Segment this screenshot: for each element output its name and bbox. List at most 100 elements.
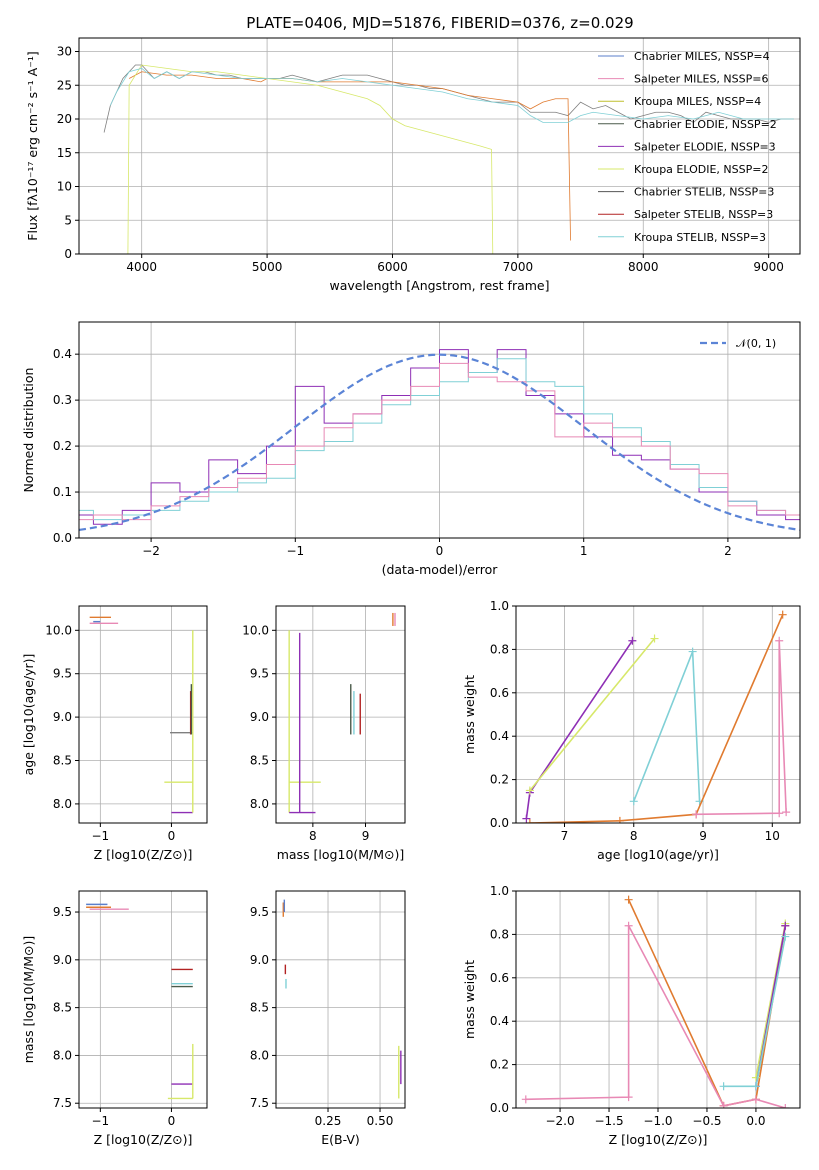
y-tick-label: 0.8 xyxy=(490,927,509,941)
chart-spectrum: 4000 5000 6000 7000 8000 9000 0 5 10 15 20 25 30 wave… xyxy=(25,37,801,293)
axes-frame xyxy=(275,890,406,1109)
x-tick-label: 0.25 xyxy=(315,1114,342,1128)
series-line xyxy=(127,64,494,254)
y-tick-label: 7.5 xyxy=(53,1096,72,1110)
series-line xyxy=(696,640,787,816)
data-point xyxy=(775,809,784,818)
y-tick-label: 9.0 xyxy=(250,710,269,724)
series-line xyxy=(128,71,571,241)
y-tick-label: 8.0 xyxy=(250,1048,269,1062)
x-tick-label: 10 xyxy=(765,829,780,843)
plot-area-spectrum xyxy=(103,64,794,254)
y-tick-label: 7.5 xyxy=(250,1096,269,1110)
x-tick-label: 7 xyxy=(561,829,569,843)
y-tick-label: 0.4 xyxy=(53,347,72,361)
y-tick-label: 9.5 xyxy=(250,667,269,681)
chart-mass-vs-ebv: 0.25 0.50 7.5 8.0 8.5 9.0 9.5 E(B-V) xyxy=(250,890,406,1147)
data-point xyxy=(781,932,790,941)
y-tick-label: 1.0 xyxy=(490,599,509,613)
plot-area-residuals xyxy=(79,349,800,532)
y-axis-label: age [log10(age/yr)] xyxy=(21,654,36,776)
y-tick-label: 0.0 xyxy=(53,531,72,545)
x-axis-label: age [log10(age/yr)] xyxy=(597,847,719,862)
series-line xyxy=(79,358,800,521)
data-point xyxy=(751,1073,760,1082)
y-tick-label: 8.5 xyxy=(250,1001,269,1015)
y-tick-label: 25 xyxy=(57,78,72,92)
plot-area-age-vs-Z xyxy=(89,616,194,814)
data-point xyxy=(522,814,531,823)
series-line xyxy=(525,925,786,1108)
data-point xyxy=(521,1095,530,1104)
y-tick-label: 20 xyxy=(57,112,72,126)
y-axis-label: Flux [fλ10⁻¹⁷ erg cm⁻² s⁻¹ A⁻¹] xyxy=(25,51,40,240)
data-point xyxy=(615,816,624,823)
chart-weight-vs-age: 7 8 9 10 0.0 0.2 0.4 0.6 0.8 1.0 age [log10(age/yr… xyxy=(462,599,801,862)
y-tick-label: 5 xyxy=(64,213,72,227)
y-tick-label: 0.8 xyxy=(490,642,509,656)
axes-frame xyxy=(78,37,801,255)
x-tick-label: 8000 xyxy=(628,260,659,274)
y-axis-label: Normed distribution xyxy=(21,368,36,493)
series-line xyxy=(79,362,800,521)
axes-frame xyxy=(78,605,208,824)
data-point xyxy=(525,786,534,795)
x-tick-label: −2 xyxy=(142,544,160,558)
gaussian-curve xyxy=(79,353,800,532)
y-tick-label: 8.5 xyxy=(53,1001,72,1015)
x-axis-label: E(B-V) xyxy=(321,1132,360,1147)
y-tick-label: 9.0 xyxy=(53,710,72,724)
y-tick-label: 8.0 xyxy=(250,797,269,811)
data-point xyxy=(624,895,633,904)
y-tick-label: 10.0 xyxy=(242,623,269,637)
x-axis-label: Z [log10(Z/Z⊙)] xyxy=(94,847,193,862)
data-point xyxy=(629,797,638,806)
data-point xyxy=(688,647,697,656)
y-tick-label: 0.6 xyxy=(490,686,509,700)
plot-area-age-vs-mass xyxy=(288,612,396,814)
y-tick-label: 9.0 xyxy=(53,953,72,967)
legend-entry: Salpeter MILES, NSSP=6 xyxy=(634,73,768,86)
series-line xyxy=(109,67,794,123)
y-tick-label: 9.5 xyxy=(250,905,269,919)
chart-weight-vs-Z: −2.0 −1.5 −1.0 −0.5 0.0 0.0 0.2 0.4 0.6 0.8 1.0 Z [… xyxy=(462,884,801,1147)
series-line xyxy=(633,651,701,802)
chart-mass-vs-Z: −1 0 7.5 8.0 8.5 9.0 9.5 Z [log10(Z/Z⊙)] mass [l… xyxy=(21,890,208,1147)
x-axis-label: wavelength [Angstrom, rest frame] xyxy=(329,278,549,293)
x-tick-label: 2 xyxy=(724,544,732,558)
legend-entry: Salpeter STELIB, NSSP=3 xyxy=(634,208,773,221)
legend-entry: Salpeter ELODIE, NSSP=3 xyxy=(634,140,776,153)
x-tick-label: 4000 xyxy=(126,260,157,274)
y-tick-label: 0.3 xyxy=(53,393,72,407)
data-point xyxy=(624,921,633,930)
y-tick-label: 0.2 xyxy=(490,1058,509,1072)
y-tick-label: 0.0 xyxy=(490,816,509,830)
y-tick-label: 9.5 xyxy=(53,905,72,919)
y-tick-label: 0.0 xyxy=(490,1101,509,1115)
x-tick-label: 1 xyxy=(580,544,588,558)
axes-frame xyxy=(515,605,801,824)
figure-title: PLATE=0406, MJD=51876, FIBERID=0376, z=0… xyxy=(246,14,633,32)
x-tick-label: 9 xyxy=(362,829,370,843)
data-point xyxy=(782,808,791,817)
y-axis-label: mass weight xyxy=(462,960,477,1039)
x-tick-label: −0.5 xyxy=(692,1114,721,1128)
legend-entry: Chabrier ELODIE, NSSP=2 xyxy=(634,118,777,131)
legend-entry: Chabrier STELIB, NSSP=3 xyxy=(634,186,774,199)
y-tick-label: 0.6 xyxy=(490,971,509,985)
x-tick-label: 0.50 xyxy=(367,1114,394,1128)
x-tick-label: 0 xyxy=(168,829,176,843)
x-tick-label: 6000 xyxy=(377,260,408,274)
plot-area-mass-vs-ebv xyxy=(282,899,402,1099)
x-tick-label: −1 xyxy=(91,829,109,843)
data-point xyxy=(778,610,787,619)
plot-area-weight-vs-age xyxy=(522,610,791,823)
x-tick-label: −1.5 xyxy=(594,1114,623,1128)
x-tick-label: 8 xyxy=(309,829,317,843)
legend-entry: Chabrier MILES, NSSP=4 xyxy=(634,50,770,63)
axes-frame xyxy=(78,890,208,1109)
y-tick-label: 30 xyxy=(57,45,72,59)
legend-entry: 𝒩(0, 1) xyxy=(736,337,776,350)
y-tick-label: 8.0 xyxy=(53,797,72,811)
